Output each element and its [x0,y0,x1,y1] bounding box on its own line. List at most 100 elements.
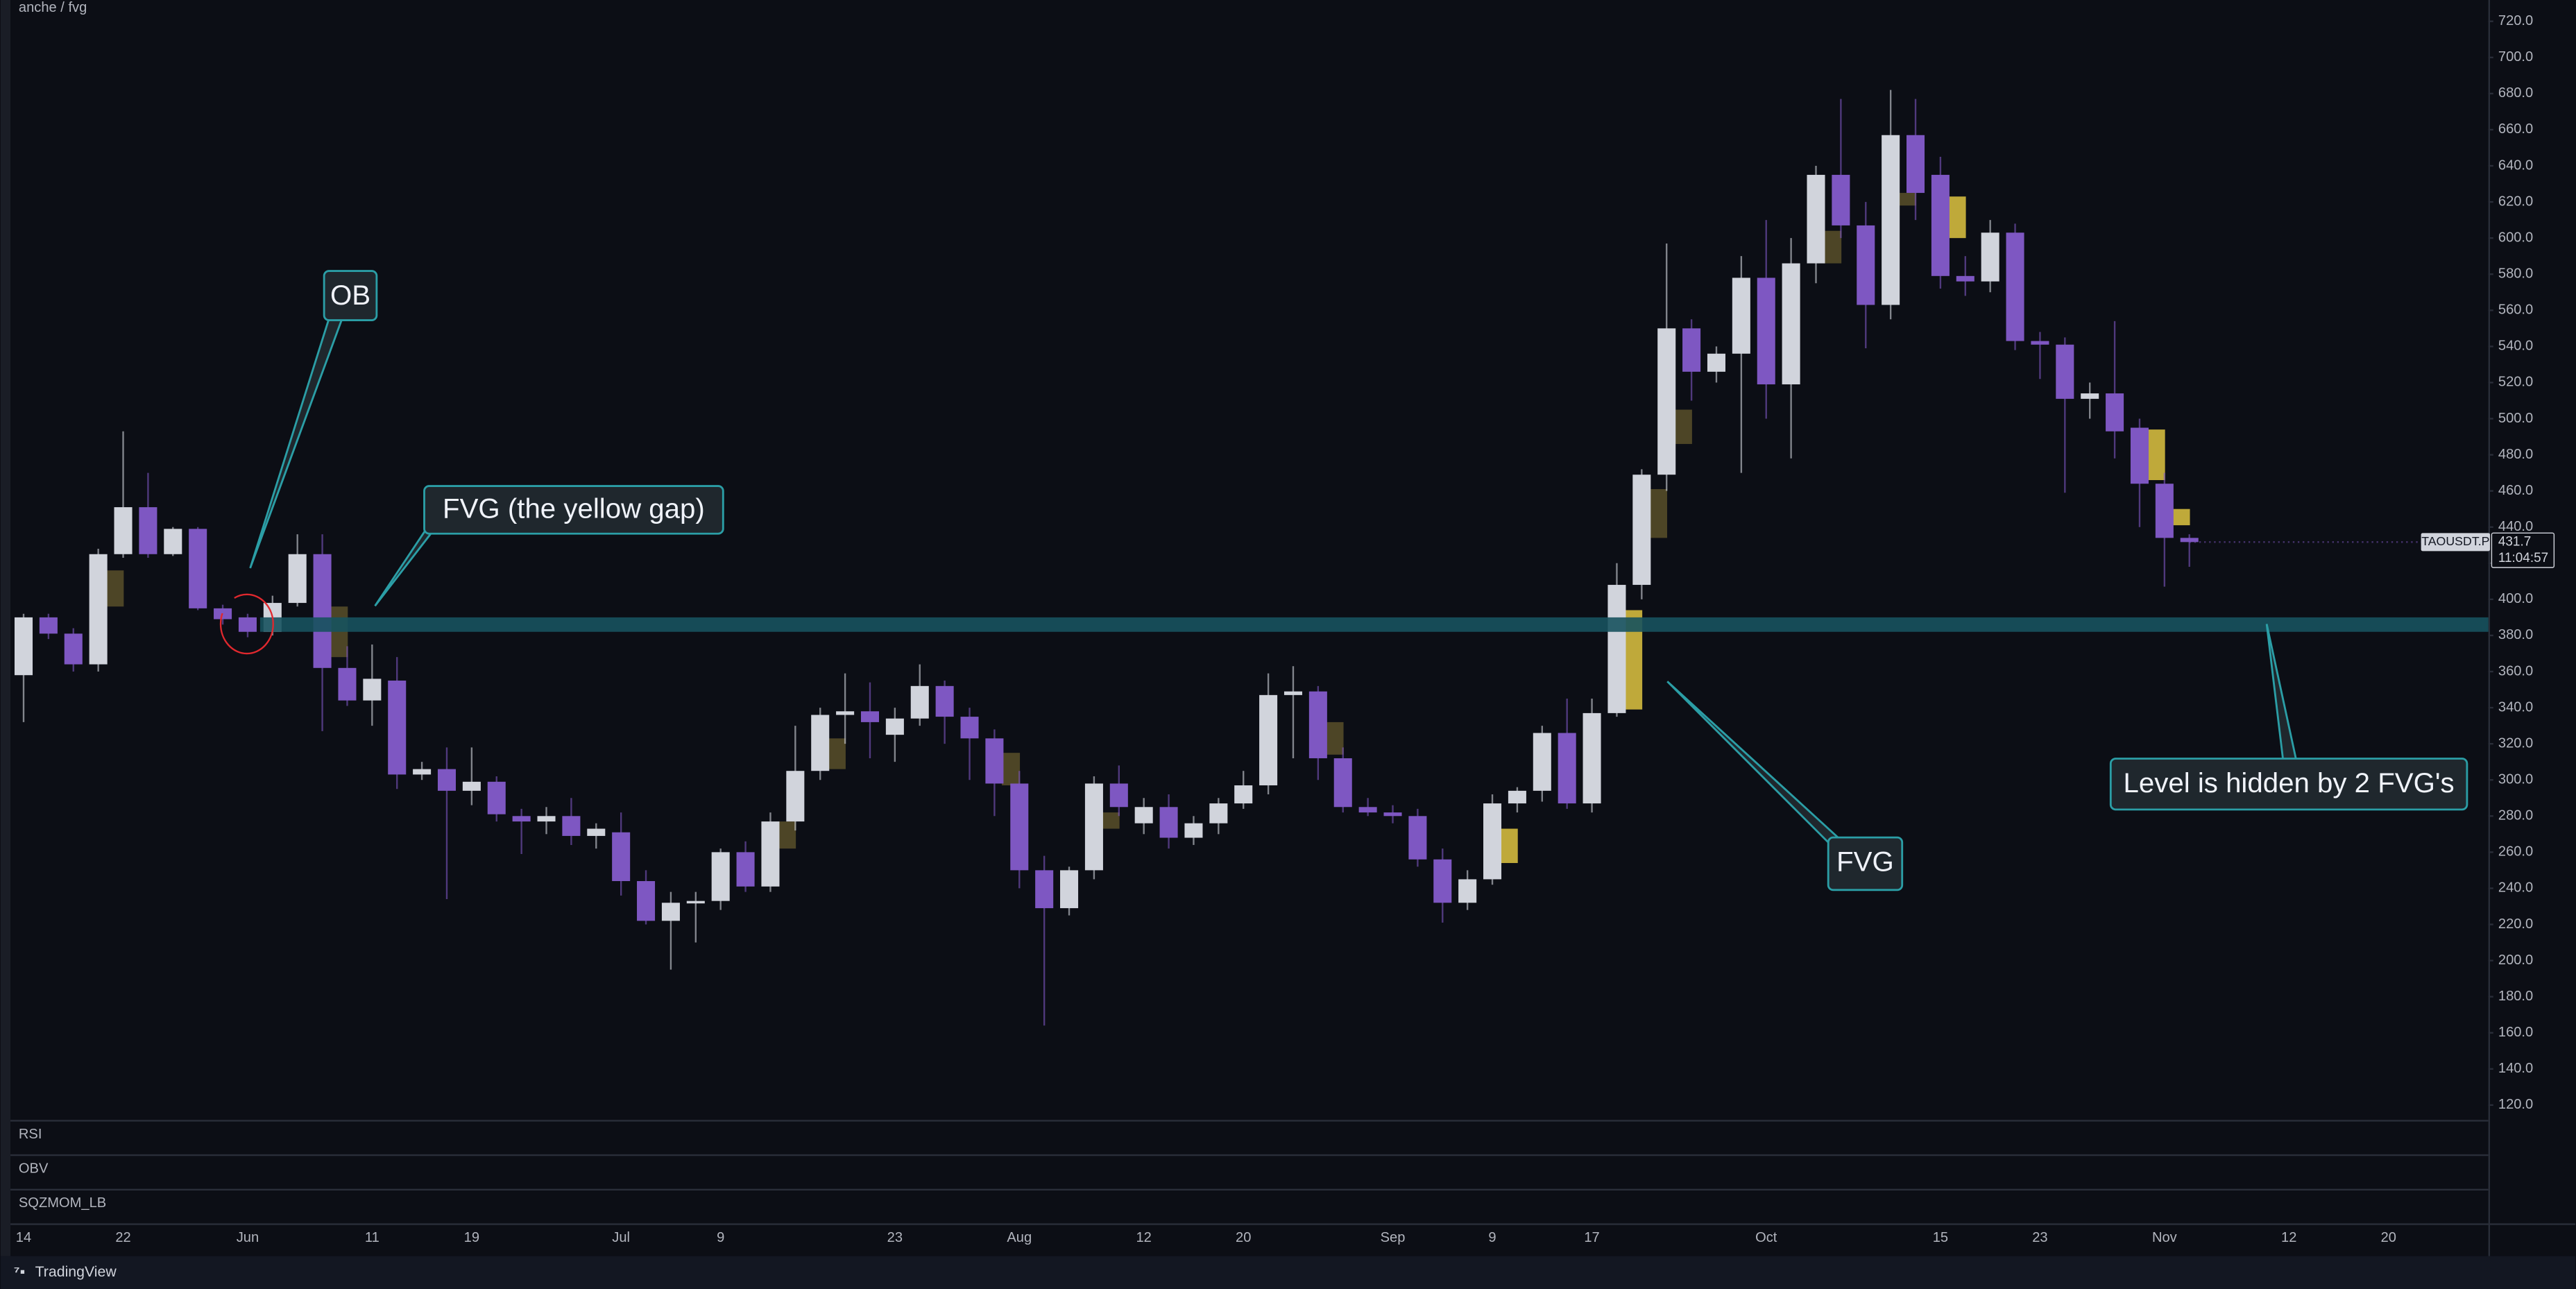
candle-body [64,633,83,665]
candle-body [587,828,606,836]
y-tick-label: 260.0 [2498,844,2533,860]
candle-body [189,529,207,608]
x-tick-label: 11 [365,1230,379,1245]
y-tick-label: 720.0 [2498,13,2533,28]
brand[interactable]: TradingView [35,1263,117,1280]
candle-body [114,507,133,554]
candle-body [935,685,954,717]
y-tick-label: 660.0 [2498,121,2533,137]
symbol-tag [2421,533,2491,552]
candle-body [736,852,755,887]
y-tick-label: 400.0 [2498,591,2533,606]
candle-body [1782,263,1800,385]
candle-body [562,816,581,836]
candle-body [1857,225,1875,305]
candle-body [1283,691,1302,695]
y-tick-label: 180.0 [2498,989,2533,1004]
fvg-zone [1947,196,1966,239]
y-tick-label: 620.0 [2498,194,2533,209]
candle-body [885,718,904,735]
countdown-label: 11:04:57 [2498,551,2548,565]
candle-body [363,678,382,701]
x-tick-label: 20 [2381,1230,2396,1245]
fvg-zone [1648,489,1668,538]
y-tick-label: 200.0 [2498,953,2533,968]
y-tick-label: 680.0 [2498,85,2533,101]
y-tick-label: 120.0 [2498,1097,2533,1112]
price-tag [2491,532,2555,568]
logo-mark: ⁷▪ [14,1263,25,1280]
y-tick-label: 160.0 [2498,1025,2533,1040]
callout-text: FVG (the yellow gap) [443,493,705,524]
y-tick-label: 220.0 [2498,916,2533,932]
candle-body [2106,393,2124,432]
candle-body [2155,484,2174,538]
y-tick-label: 300.0 [2498,772,2533,787]
fvg-zone [827,738,846,769]
candle-body [1632,475,1651,586]
y-tick-label: 440.0 [2498,519,2533,534]
candle-body [288,554,307,604]
candle-body [1333,758,1352,808]
candle-body [89,554,108,665]
y-tick-label: 280.0 [2498,808,2533,823]
y-tick-label: 540.0 [2498,339,2533,354]
candle-body [1558,733,1576,804]
candle-body [1732,278,1750,354]
x-tick-label: 12 [2281,1230,2296,1245]
candle-body [1458,879,1477,903]
ob-circle [219,593,274,655]
candle-body [661,903,680,921]
y-tick-label: 700.0 [2498,49,2533,65]
fvg-zone [2172,509,2190,526]
candle-body [1308,691,1327,758]
candle-body [1483,803,1502,880]
candle-body [14,617,33,676]
x-tick-label: 9 [717,1230,724,1245]
candle-body [164,529,182,554]
fvg-zone [1499,828,1518,863]
candle-body [1234,785,1253,804]
callout-box [423,485,724,535]
candle-body [1508,790,1526,804]
fvg-zone [2147,429,2165,481]
candle-body [1882,135,1900,305]
candle-body [836,711,855,715]
candle-body [1134,807,1153,823]
candle-body [2130,427,2149,484]
candle-body [1259,694,1278,786]
x-tick-label: Jul [612,1230,630,1245]
bottom-bar [0,1256,2576,1289]
candle-body [1060,870,1079,909]
chart-title: anche / fvg [19,0,87,15]
x-tick-label: Jun [237,1230,259,1245]
callouts: OB FVG (the yellow gap) FVG Level is hid… [219,270,2468,891]
candle-body [960,717,979,739]
x-tick-label: 14 [16,1230,31,1245]
candle-body [1433,859,1452,903]
x-tick-label: 20 [1236,1230,1251,1245]
callout-box [1827,836,1904,891]
y-tick-label: 320.0 [2498,735,2533,751]
fvg-zone [1101,812,1120,829]
fvg-zone [1002,753,1021,786]
candle-body [2056,344,2074,399]
x-tick-label: 23 [2032,1230,2047,1245]
x-tick-label: 19 [464,1230,479,1245]
candle-body [860,711,880,722]
candle-body [612,832,631,882]
y-tick-label: 500.0 [2498,411,2533,426]
candle-body [1383,812,1402,817]
candle-body [1682,328,1701,372]
candle-body [139,507,157,554]
y-tick-label: 460.0 [2498,483,2533,498]
x-tick-label: Sep [1381,1230,1406,1245]
x-tick-label: 17 [1584,1230,1599,1245]
callout-text: OB [330,280,370,311]
y-tick-label: 360.0 [2498,663,2533,678]
y-tick-label: 140.0 [2498,1061,2533,1076]
candle-body [786,771,805,822]
candle-body [1657,328,1676,475]
candle-body [2180,538,2199,543]
